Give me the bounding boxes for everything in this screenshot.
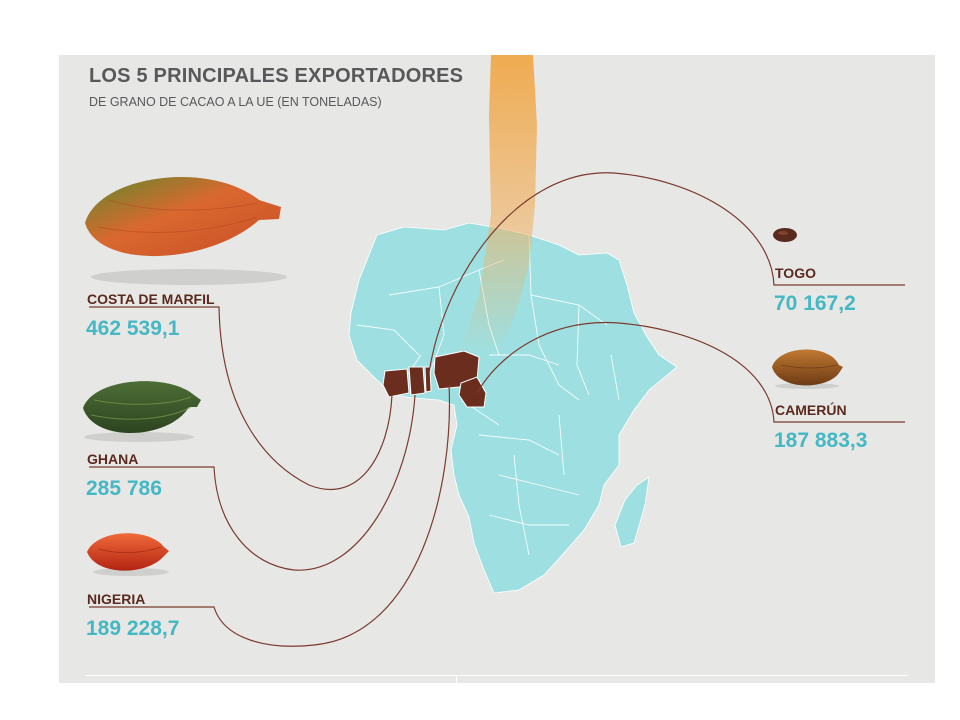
value-nigeria: 189 228,7 [86, 617, 180, 640]
label-togo: TOGO [775, 265, 816, 281]
value-togo: 70 167,2 [774, 292, 856, 315]
label-camerun: CAMERÚN [775, 402, 847, 418]
value-costa-de-marfil: 462 539,1 [86, 317, 180, 340]
pod-ghana [83, 381, 201, 442]
pod-camerun [772, 349, 843, 389]
bottom-divider [86, 675, 908, 676]
infographic-title: LOS 5 PRINCIPALES EXPORTADORES [89, 65, 464, 87]
leader-costa-de-marfil [89, 306, 393, 491]
value-ghana: 285 786 [86, 477, 162, 500]
leader-lines [89, 172, 905, 647]
label-nigeria: NIGERIA [87, 591, 146, 607]
leader-nigeria [89, 384, 451, 647]
map-costa-de-marfil [382, 368, 410, 398]
highlighted-countries [382, 350, 487, 408]
map-ghana [408, 366, 426, 396]
infographic-panel: LOS 5 PRINCIPALES EXPORTADORES DE GRANO … [59, 55, 935, 683]
label-ghana: GHANA [87, 451, 139, 467]
leader-camerun [476, 321, 905, 423]
label-costa-de-marfil: COSTA DE MARFIL [87, 291, 215, 307]
pod-costa-de-marfil [85, 176, 287, 285]
value-camerun: 187 883,3 [774, 429, 868, 452]
africa-shape [348, 222, 678, 594]
bottom-divider-tick [456, 675, 457, 683]
leader-ghana [89, 394, 416, 571]
infographic-subtitle: DE GRANO DE CACAO A LA UE (EN TONELADAS) [89, 95, 382, 109]
map-camerun [458, 376, 487, 408]
africa-map-graphic [83, 55, 905, 647]
leader-togo [428, 172, 905, 374]
map-togo [424, 366, 432, 393]
pod-togo [773, 228, 797, 242]
pod-nigeria [87, 533, 169, 576]
light-beam [459, 55, 537, 355]
madagascar-shape [614, 476, 650, 548]
